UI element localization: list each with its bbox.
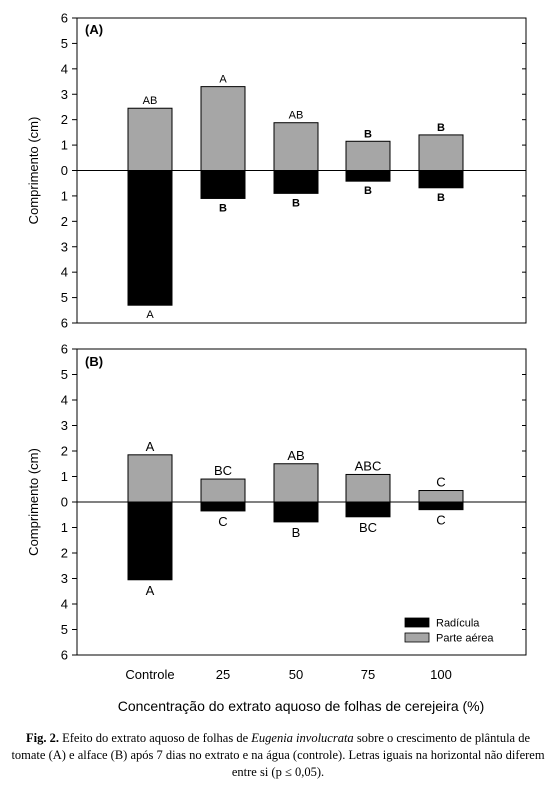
panel-b-bar-radicula <box>418 501 464 511</box>
panel-a-bar-radicula <box>345 170 391 182</box>
panel-a-y-tick-label: 4 <box>61 265 68 280</box>
x-tick-label: 75 <box>361 667 375 682</box>
legend: Radícula Parte aérea <box>404 617 494 645</box>
panel-a-y-tick-label: 6 <box>61 11 68 26</box>
panel-a-significance-label: B <box>292 197 300 209</box>
legend-swatch-parte-aerea <box>404 632 430 643</box>
panel-b-y-tick-label: 5 <box>61 367 68 382</box>
panel-a-significance-label: B <box>219 202 227 214</box>
panel-a-y-tick-label: 2 <box>61 214 68 229</box>
panel-a-y-tick-label: 5 <box>61 290 68 305</box>
panel-a-bar-radicula <box>127 170 173 306</box>
legend-label-radicula: Radícula <box>436 618 480 630</box>
panel-b-y-tick-label: 2 <box>61 546 68 561</box>
panel-b-y-tick-label: 3 <box>61 571 68 586</box>
panel-b-y-tick-label: 5 <box>61 622 68 637</box>
panel-b-bar-parte-aerea <box>418 490 464 503</box>
panel-b-significance-label: B <box>292 525 301 540</box>
panel-b-significance-label: C <box>218 514 227 529</box>
caption-text-after: sobre o crescimento de plântula de tomat… <box>11 731 545 779</box>
panel-b-bar-radicula <box>345 501 391 518</box>
x-axis-tick-labels: Controle 25 50 75 100 <box>125 667 451 682</box>
panel-b-y-axis-label: Comprimento (cm) <box>26 448 41 556</box>
panel-b-bar-radicula <box>127 501 173 581</box>
legend-label-parte-aerea: Parte aérea <box>436 633 494 645</box>
panel-a: (A) Comprimento (cm) 6543210123456ABAABB… <box>26 11 527 331</box>
panel-b-y-tick-label: 0 <box>61 495 68 510</box>
panel-a-significance-label: B <box>437 122 445 134</box>
panel-a-y-tick-label: 1 <box>61 138 68 153</box>
x-axis-label: Concentração do extrato aquoso de folhas… <box>118 698 485 714</box>
panel-a-bar-parte-aerea <box>273 122 319 171</box>
panel-a-y-tick-label: 4 <box>61 61 68 76</box>
panel-b-bar-parte-aerea <box>200 478 246 503</box>
panel-b-significance-label: C <box>436 513 445 528</box>
x-tick-label: Controle <box>125 667 174 682</box>
panel-a-bar-parte-aerea <box>127 107 173 171</box>
panel-a-significance-label: A <box>219 74 227 86</box>
panel-b-significance-label: BC <box>214 463 232 478</box>
panel-b-y-tick-label: 6 <box>61 648 68 663</box>
panel-a-significance-label: AB <box>143 95 158 107</box>
panel-a-y-tick-label: 2 <box>61 112 68 127</box>
caption-species: Eugenia involucrata <box>251 731 354 745</box>
panel-a-bar-radicula <box>418 170 464 189</box>
panel-b-bar-radicula <box>200 501 246 512</box>
panel-b-bar-radicula <box>273 501 319 523</box>
panel-b-y-tick-label: 3 <box>61 418 68 433</box>
panel-a-bar-parte-aerea <box>418 134 464 172</box>
panel-a-y-tick-label: 3 <box>61 239 68 254</box>
panel-b-bar-parte-aerea <box>127 454 173 503</box>
figure-caption: Fig. 2. Efeito do extrato aquoso de folh… <box>10 730 546 781</box>
panel-b-y-tick-label: 2 <box>61 444 68 459</box>
panel-a-bar-radicula <box>273 170 319 194</box>
panel-b-bar-parte-aerea <box>345 473 391 503</box>
x-tick-label: 25 <box>216 667 230 682</box>
legend-swatch-radicula <box>404 617 430 628</box>
panel-a-bar-parte-aerea <box>345 140 391 171</box>
panel-b-y-tick-label: 1 <box>61 520 68 535</box>
panel-a-y-tick-label: 3 <box>61 87 68 102</box>
panel-b-significance-label: BC <box>359 520 377 535</box>
panel-b: (B) Comprimento (cm) 6543210123456ABCABA… <box>26 342 527 663</box>
panel-b-significance-label: A <box>146 439 155 454</box>
panel-b-y-tick-label: 4 <box>61 597 68 612</box>
panel-a-y-tick-label: 6 <box>61 316 68 331</box>
panel-a-y-tick-label: 5 <box>61 36 68 51</box>
panel-a-significance-label: A <box>146 309 154 321</box>
panel-a-significance-label: B <box>437 192 445 204</box>
panel-a-y-tick-label: 1 <box>61 188 68 203</box>
panel-a-significance-label: AB <box>289 110 304 122</box>
panel-a-bar-parte-aerea <box>200 86 246 171</box>
panel-b-significance-label: ABC <box>355 458 382 473</box>
panel-a-significance-label: B <box>364 128 372 140</box>
panel-b-significance-label: C <box>436 475 445 490</box>
panel-b-significance-label: AB <box>287 448 304 463</box>
panel-b-y-tick-label: 4 <box>61 393 68 408</box>
panel-a-bar-radicula <box>200 170 246 199</box>
panel-b-significance-label: A <box>146 583 155 598</box>
panel-b-label: (B) <box>85 354 103 369</box>
x-tick-label: 100 <box>430 667 452 682</box>
panel-a-y-tick-label: 0 <box>61 163 68 178</box>
caption-text-before: Efeito do extrato aquoso de folhas de <box>62 731 249 745</box>
caption-prefix: Fig. 2. <box>25 731 59 745</box>
panel-a-y-axis-label: Comprimento (cm) <box>26 117 41 225</box>
panel-b-y-tick-label: 6 <box>61 342 68 357</box>
x-tick-label: 50 <box>289 667 303 682</box>
panel-b-bar-parte-aerea <box>273 463 319 503</box>
panel-a-label: (A) <box>85 22 103 37</box>
panel-a-significance-label: B <box>364 185 372 197</box>
panel-b-y-tick-label: 1 <box>61 469 68 484</box>
